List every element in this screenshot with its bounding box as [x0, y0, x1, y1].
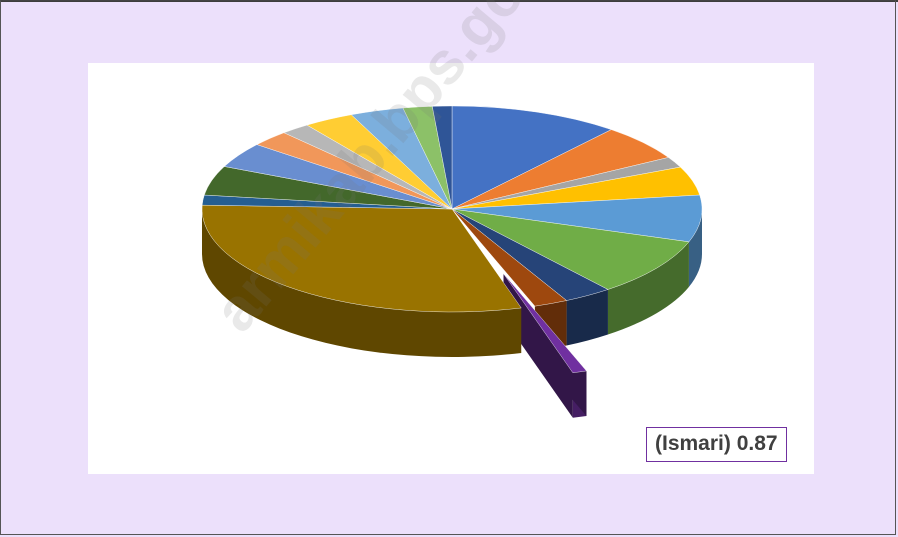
chart-area [88, 63, 814, 474]
pie-slice-7 [451, 208, 568, 307]
top-border [0, 0, 898, 2]
pie-slice-side-6 [566, 289, 608, 346]
pie-slice-5 [451, 208, 690, 290]
pie-slice-9 [201, 204, 522, 313]
pie-chart [201, 105, 703, 418]
pie-slice-18 [432, 105, 453, 210]
pie-slice-side-4 [688, 209, 702, 287]
pie-slice-8 [503, 273, 587, 373]
pie-slice-side-5 [607, 241, 689, 335]
pie-slice-4 [451, 194, 703, 243]
data-label-ismari: (Ismari) 0.87 [646, 427, 787, 462]
pie-slice-side-9 [202, 209, 522, 358]
pie-slice-0 [451, 105, 612, 210]
